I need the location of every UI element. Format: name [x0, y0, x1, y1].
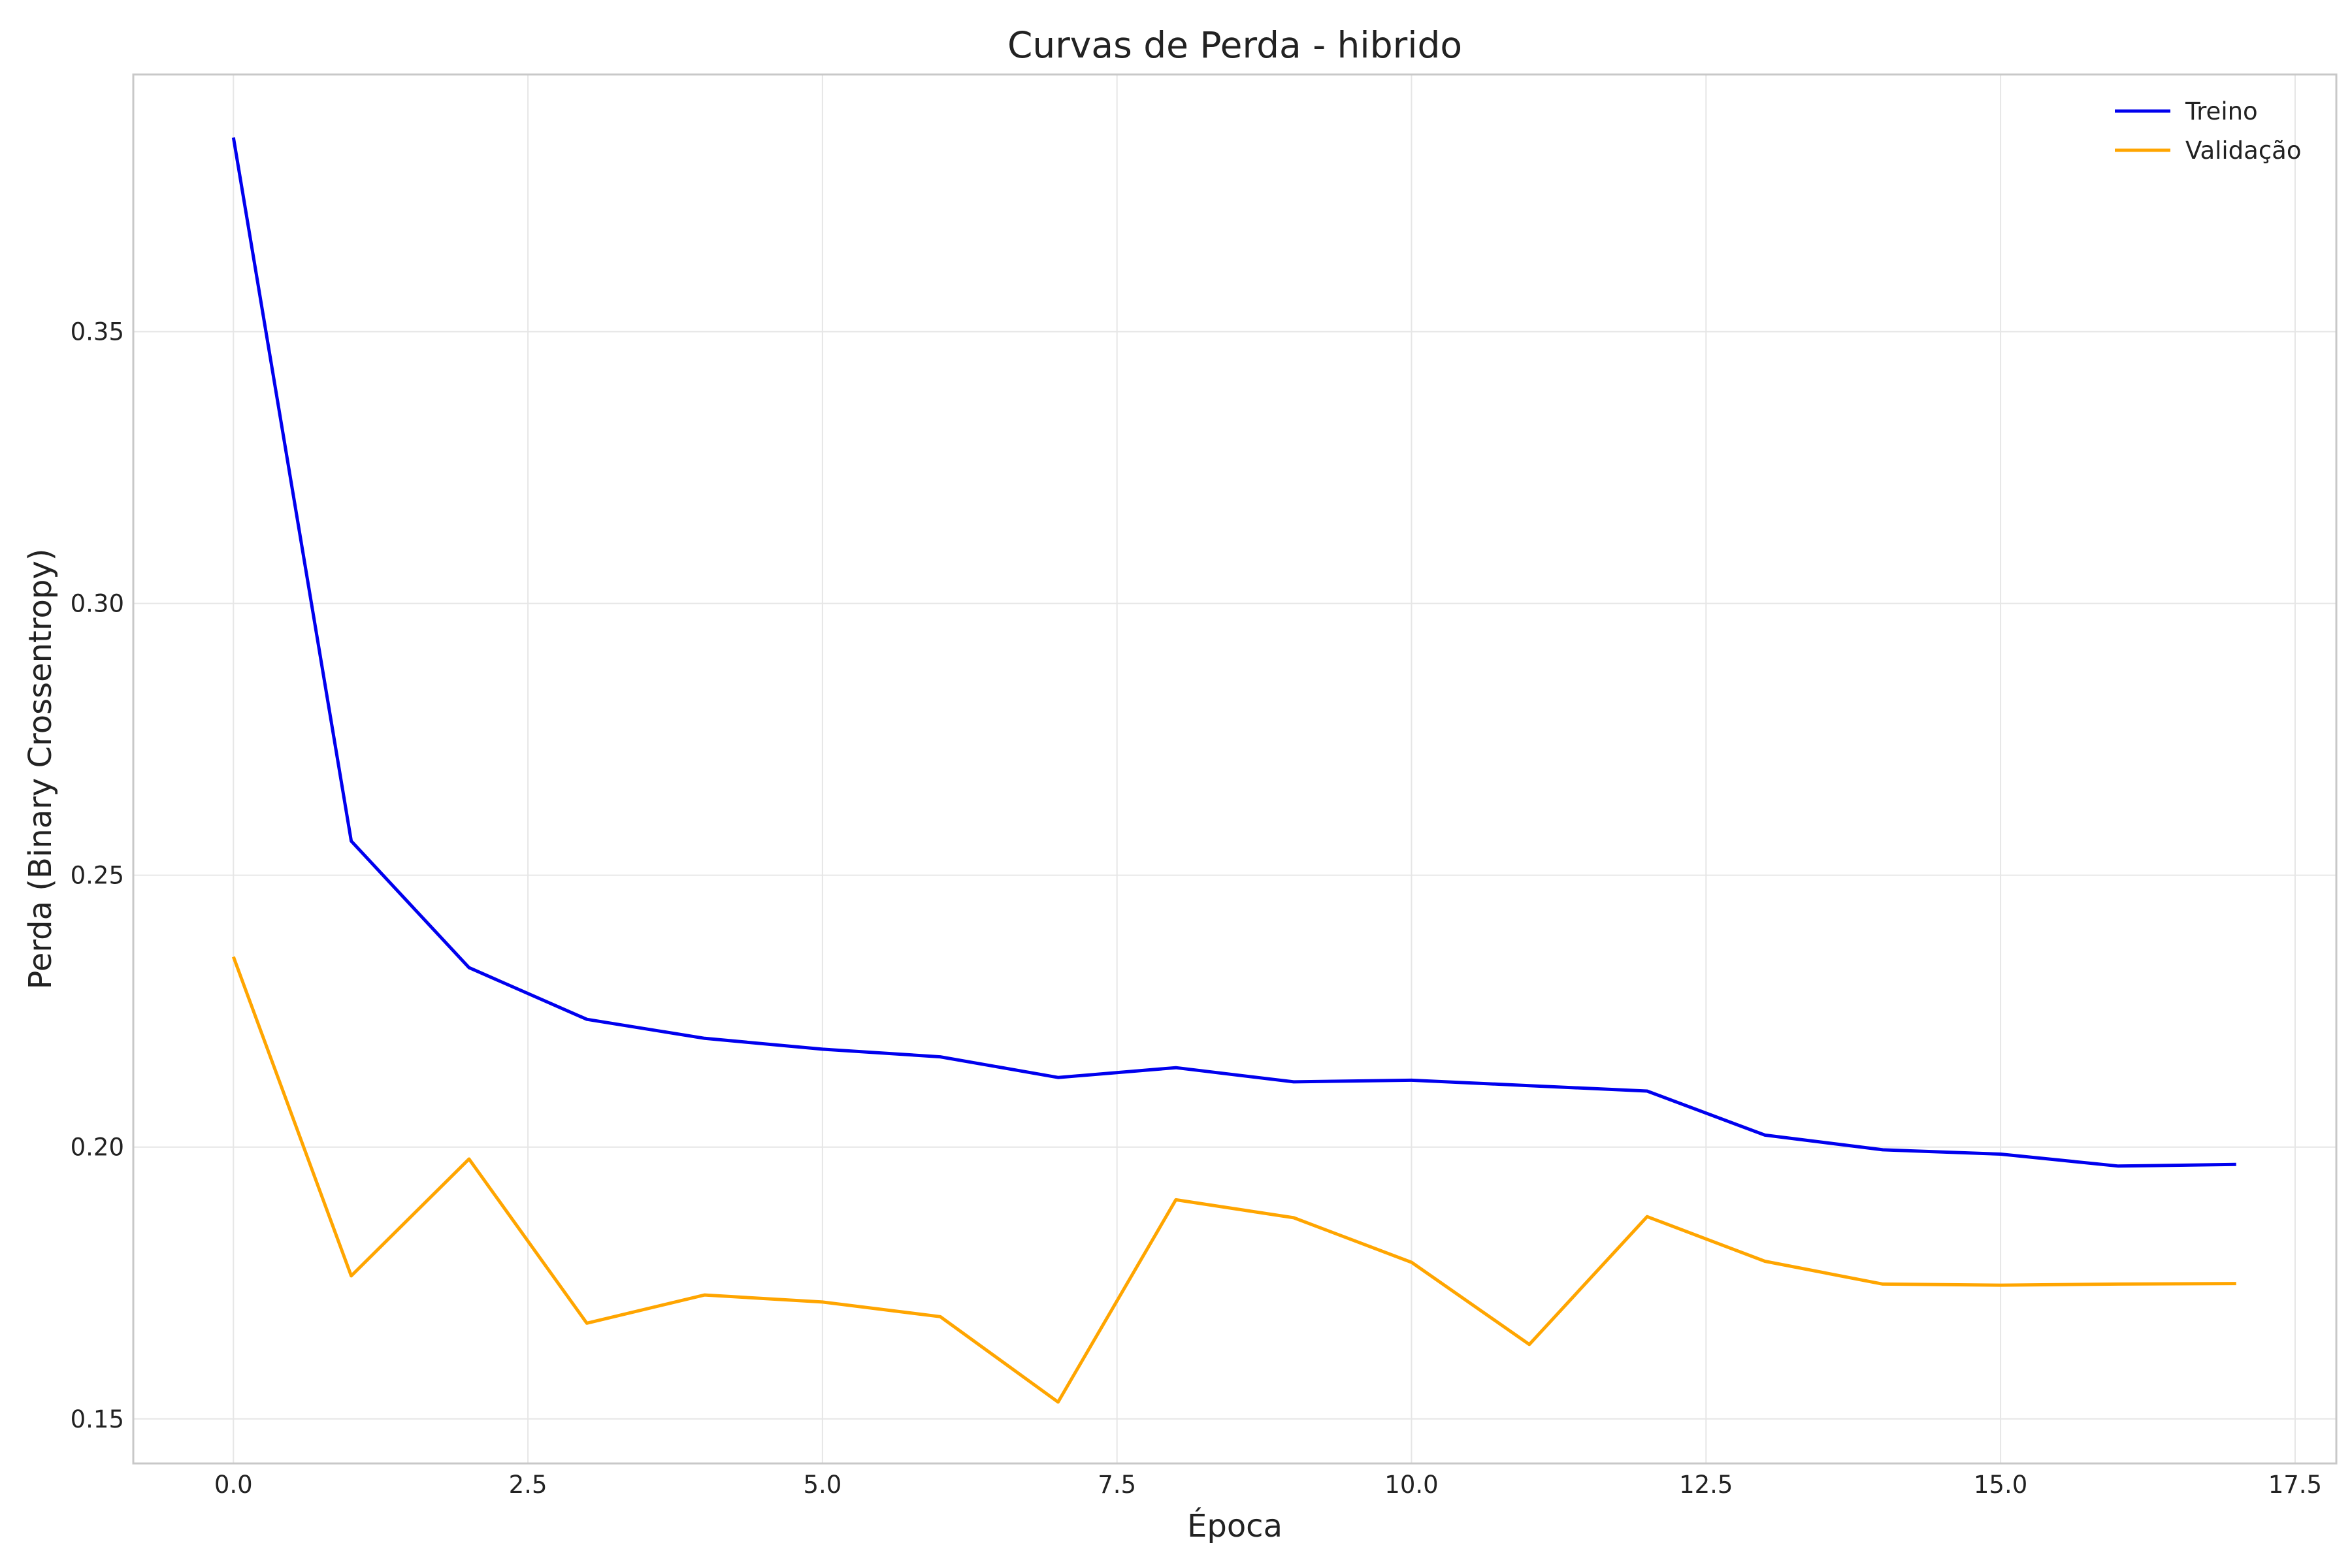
series-lines — [231, 137, 2236, 1404]
grid-lines — [133, 74, 2336, 1463]
y-tick-label: 0.15 — [71, 1405, 124, 1433]
legend-label: Treino — [2185, 97, 2258, 125]
legend-label: Validação — [2185, 137, 2301, 165]
plot-frame — [132, 73, 2338, 1465]
x-tick-label: 12.5 — [1679, 1471, 1733, 1499]
y-tick-label: 0.25 — [71, 862, 124, 890]
x-tick-label: 10.0 — [1384, 1471, 1438, 1499]
x-axis-label: Época — [1187, 1507, 1282, 1544]
x-tick-label: 7.5 — [1098, 1471, 1136, 1499]
y-tick-label: 0.35 — [71, 318, 124, 346]
y-tick-labels: 0.15 0.20 0.25 0.30 0.35 — [71, 318, 124, 1433]
x-tick-label: 5.0 — [803, 1471, 841, 1499]
x-tick-label: 0.0 — [214, 1471, 253, 1499]
series-line-train — [231, 137, 2236, 1168]
y-tick-label: 0.20 — [71, 1134, 124, 1162]
x-tick-label: 17.5 — [2268, 1471, 2322, 1499]
x-tick-labels: 0.0 2.5 5.0 7.5 10.0 12.5 15.0 17.5 — [214, 1471, 2322, 1499]
x-tick-label: 15.0 — [1974, 1471, 2027, 1499]
legend: Treino Validação — [2115, 97, 2301, 165]
y-axis-label: Perda (Binary Crossentropy) — [22, 548, 59, 989]
y-tick-label: 0.30 — [71, 590, 124, 618]
series-line-validation — [231, 956, 2236, 1404]
x-tick-label: 2.5 — [509, 1471, 547, 1499]
chart-title: Curvas de Perda - hibrido — [1007, 24, 1462, 66]
